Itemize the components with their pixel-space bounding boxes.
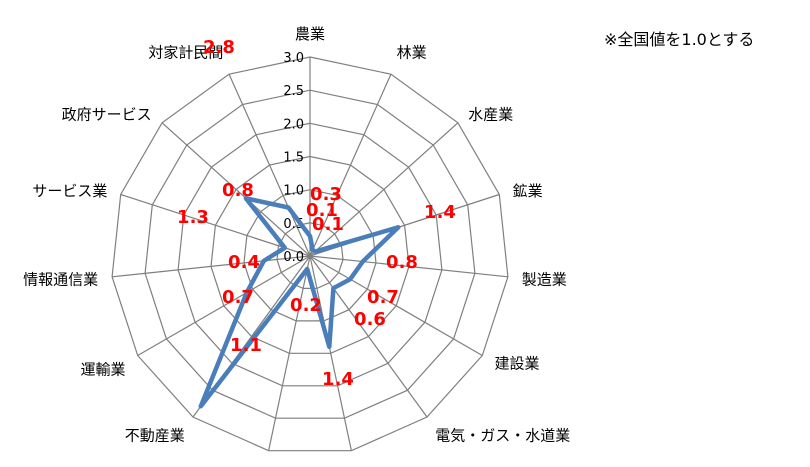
grid-spoke — [137, 255, 311, 357]
value-label: 0.8 — [386, 252, 418, 273]
radial-tick-labels: 0.00.51.01.52.02.53.0 — [283, 51, 304, 265]
value-label: 2.8 — [203, 37, 235, 58]
grid-spoke — [309, 255, 483, 357]
grid-spoke — [268, 255, 311, 451]
category-label: 鉱業 — [513, 182, 543, 200]
grid-spoke — [309, 255, 352, 451]
series-line-group — [198, 196, 401, 409]
value-label: 1.4 — [424, 202, 456, 223]
category-label: 電気・ガス・水道業 — [435, 426, 570, 444]
value-label: 0.3 — [310, 184, 342, 205]
grid-spoke — [161, 122, 311, 257]
grid-ring — [243, 189, 377, 322]
value-label: 0.7 — [367, 287, 399, 308]
series-line — [198, 196, 401, 409]
category-label: サービス業 — [32, 182, 107, 200]
grid-spoke — [309, 255, 428, 418]
value-label: 0.1 — [312, 214, 344, 235]
category-label: 建設業 — [495, 355, 540, 373]
category-label: 運輸業 — [80, 361, 125, 379]
value-label: 0.4 — [228, 252, 260, 273]
grid-spoke — [309, 122, 459, 257]
value-label: 1.1 — [230, 335, 262, 356]
grid-ring — [111, 56, 509, 452]
grid-spoke — [228, 73, 311, 257]
grid-spoke — [112, 255, 311, 278]
value-label: 0.8 — [222, 180, 254, 201]
grid-spoke — [309, 73, 392, 257]
baseline-note: ※全国値を1.0とする — [604, 30, 755, 49]
category-label: 農業 — [295, 25, 325, 43]
grid-ring — [177, 122, 443, 387]
grid-ring — [144, 89, 476, 419]
value-labels: 0.30.10.11.40.80.70.61.40.21.10.70.41.30… — [177, 37, 456, 390]
radial-tick-label: 2.5 — [283, 84, 304, 99]
radar-grid — [111, 56, 509, 452]
value-label: 0.1 — [306, 200, 338, 221]
radial-tick-label: 3.0 — [283, 51, 304, 66]
category-label: 林業 — [397, 43, 427, 61]
category-label: 情報通信業 — [23, 270, 98, 288]
value-label: 0.6 — [354, 309, 386, 330]
value-label: 0.2 — [290, 295, 322, 316]
value-label: 1.3 — [177, 207, 209, 228]
category-label: 製造業 — [522, 270, 567, 288]
grid-ring — [276, 222, 344, 289]
grid-ring — [210, 155, 410, 354]
category-label: 水産業 — [468, 106, 513, 124]
category-label: 不動産業 — [125, 426, 185, 444]
value-label: 1.4 — [322, 369, 354, 390]
grid-spoke — [120, 193, 311, 257]
category-label: 対家計民間 — [148, 43, 223, 61]
grid-spoke — [309, 255, 508, 278]
radial-tick-label: 1.0 — [283, 184, 304, 199]
category-label: 政府サービス — [62, 106, 152, 124]
radial-tick-label: 0.0 — [283, 250, 304, 265]
radial-tick-label: 2.0 — [283, 117, 304, 132]
value-label: 0.7 — [222, 287, 254, 308]
radial-tick-label: 1.5 — [283, 151, 304, 166]
